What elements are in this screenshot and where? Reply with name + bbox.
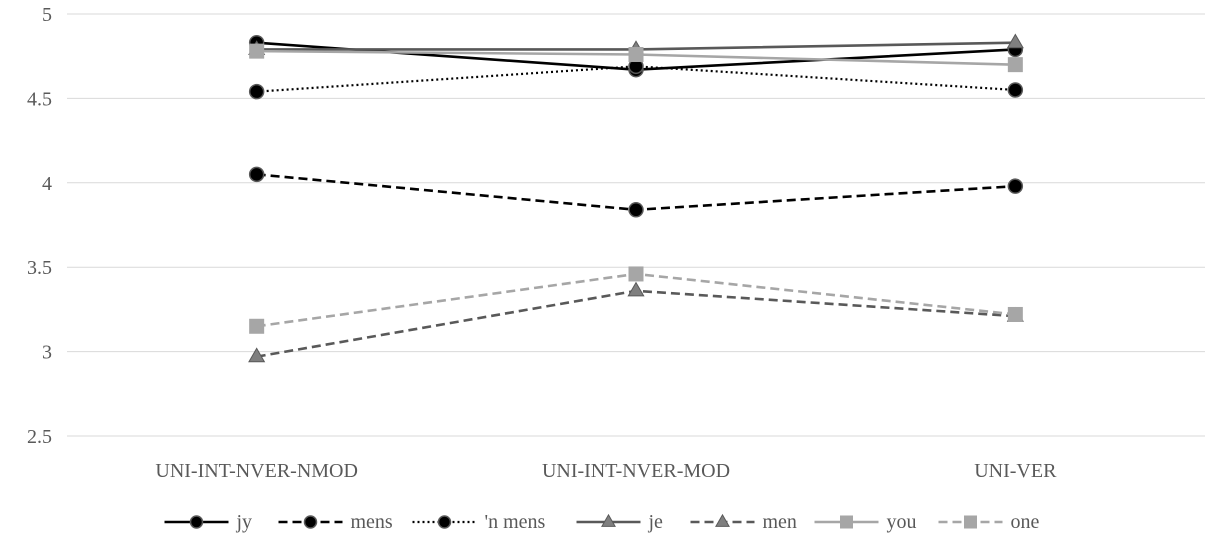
data-point (249, 318, 265, 334)
x-axis-category-labels: UNI-INT-NVER-NMOD UNI-INT-NVER-MOD UNI-VER (155, 460, 1057, 482)
data-point (248, 83, 265, 100)
y-tick-label: 4 (42, 173, 52, 195)
legend-marker (715, 513, 730, 527)
y-tick-label: 5 (42, 4, 52, 26)
y-axis-tick-labels: 2.5 3 3.5 4 4.5 5 (27, 4, 52, 448)
y-tick-label: 3 (42, 342, 52, 364)
y-tick-label: 3.5 (27, 257, 52, 279)
series-lines (248, 33, 1024, 363)
data-point (628, 47, 644, 63)
series-you (249, 43, 1023, 73)
data-point (628, 266, 644, 282)
legend-marker (437, 515, 452, 529)
legend-entry: one (938, 511, 1040, 533)
data-point (1007, 178, 1024, 194)
y-tick-label: 2.5 (27, 426, 52, 448)
series-one (249, 266, 1023, 334)
legend-entry: you (814, 511, 917, 533)
data-point (1006, 33, 1024, 49)
legend: jy mens 'n mens je men you one (164, 511, 1040, 533)
series-mens (248, 166, 1024, 218)
legend-marker (303, 515, 318, 529)
legend-marker (840, 515, 853, 529)
legend-entry: 'n mens (412, 511, 546, 533)
series-line (256, 289, 1016, 358)
legend-label: men (763, 511, 797, 533)
data-point (249, 43, 265, 59)
legend-marker (964, 515, 977, 529)
data-point (1007, 306, 1023, 322)
legend-marker (601, 513, 616, 527)
legend-label: you (887, 511, 917, 533)
y-tick-label: 4.5 (27, 88, 52, 110)
series--n-mens (248, 58, 1024, 100)
legend-entry: men (690, 511, 797, 533)
data-point (1007, 82, 1024, 98)
data-point (628, 202, 644, 218)
legend-entry: jy (164, 511, 253, 533)
legend-label: mens (351, 511, 393, 533)
legend-marker (189, 515, 204, 529)
series-men (248, 281, 1024, 363)
data-point (1007, 57, 1023, 73)
data-point (627, 281, 645, 297)
x-category-label: UNI-VER (974, 460, 1057, 482)
legend-label: one (1011, 511, 1040, 533)
legend-label: 'n mens (485, 511, 546, 533)
data-point (248, 347, 266, 363)
x-category-label: UNI-INT-NVER-MOD (542, 460, 730, 482)
legend-entry: je (576, 511, 664, 533)
x-category-label: UNI-INT-NVER-NMOD (155, 460, 358, 482)
legend-label: jy (236, 511, 253, 533)
legend-label: je (648, 511, 664, 533)
data-point (248, 166, 265, 183)
legend-entry: mens (278, 511, 393, 533)
